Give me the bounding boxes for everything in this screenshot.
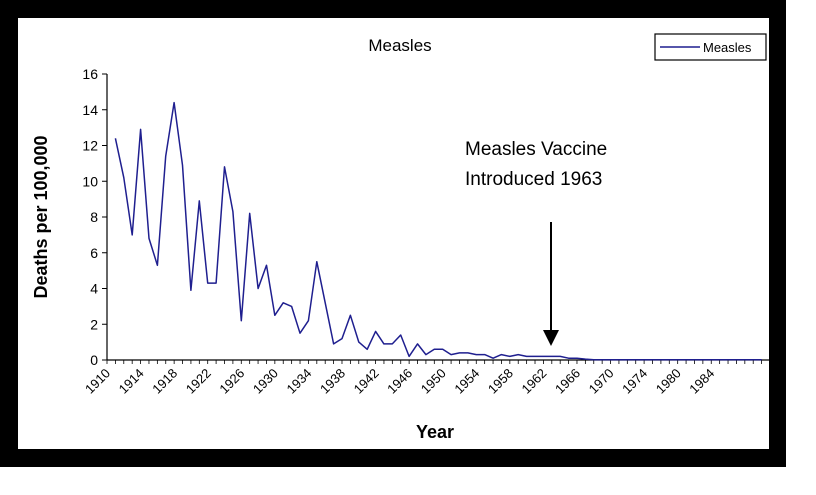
y-tick-label: 14 <box>82 102 98 118</box>
y-tick-label: 4 <box>90 281 98 297</box>
annotation-arrow-head <box>543 330 559 346</box>
vaccine-annotation: Measles Vaccine Introduced 1963 <box>465 139 607 346</box>
y-tick-label: 12 <box>82 138 98 154</box>
y-tick-label: 16 <box>82 66 98 82</box>
annotation-line-2: Introduced 1963 <box>465 169 602 190</box>
y-tick-label: 2 <box>90 316 98 332</box>
annotation-line-1: Measles Vaccine <box>465 139 607 160</box>
legend-label: Measles <box>703 40 752 55</box>
y-tick-label: 6 <box>90 245 98 261</box>
y-tick-label: 8 <box>90 209 98 225</box>
y-tick-label: 0 <box>90 352 98 368</box>
chart-title: Measles <box>368 36 431 55</box>
series-line-measles <box>114 101 762 361</box>
y-axis-label: Deaths per 100,000 <box>31 135 51 298</box>
legend: Measles <box>654 33 767 61</box>
chart-area <box>18 18 769 449</box>
x-axis-label: Year <box>416 422 454 442</box>
y-tick-label: 10 <box>82 173 98 189</box>
